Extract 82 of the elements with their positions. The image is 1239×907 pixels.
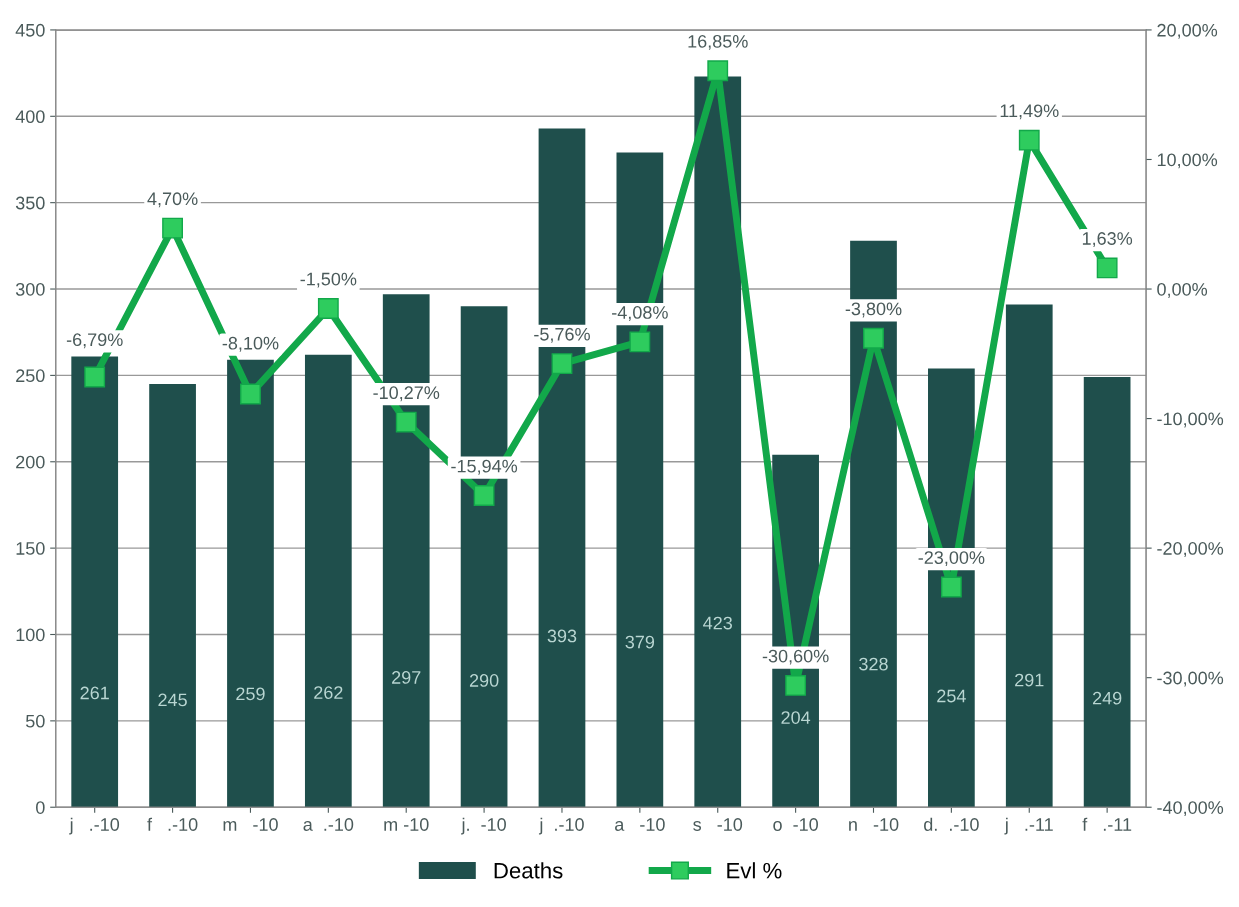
y-tick-label: 100 — [16, 628, 45, 642]
data-label: -30,60% — [762, 649, 829, 665]
data-label: 261 — [80, 686, 109, 700]
x-tick-label: a .-10 — [303, 818, 354, 831]
y2-tick-label: -10,00% — [1157, 412, 1224, 428]
point — [629, 331, 651, 353]
data-label: 259 — [236, 687, 265, 701]
data-label: -10,27% — [373, 386, 440, 402]
y2-tick-label: -30,00% — [1157, 671, 1224, 687]
point — [551, 353, 573, 375]
y2-tick-label: -20,00% — [1157, 542, 1224, 557]
point — [863, 327, 884, 349]
x-tick-label: j .-11 — [1004, 817, 1053, 835]
point — [1018, 129, 1040, 151]
bar — [304, 354, 352, 808]
bar — [227, 359, 274, 808]
point — [707, 60, 729, 82]
y-tick-label: 150 — [16, 542, 45, 555]
x-tick-label: f .-10 — [147, 817, 198, 831]
y-tick-label: 450 — [15, 23, 45, 37]
data-label: 423 — [703, 616, 733, 630]
y-tick-label: 400 — [15, 110, 45, 124]
data-label: 290 — [469, 674, 499, 687]
x-tick-label: m -10 — [384, 818, 429, 831]
x-tick-label: d. .-10 — [924, 817, 979, 831]
bar — [1005, 304, 1053, 808]
data-label: 291 — [1015, 673, 1044, 687]
x-tick-label: j. -10 — [461, 817, 506, 835]
x-tick-label: m -10 — [223, 818, 278, 831]
data-label: 328 — [859, 657, 888, 671]
data-label: 297 — [392, 671, 421, 684]
legend-label: Deaths — [494, 862, 563, 879]
bar — [71, 356, 119, 808]
point — [1096, 257, 1118, 279]
data-label: 262 — [314, 686, 343, 699]
point — [240, 383, 261, 405]
point — [473, 485, 495, 506]
y-tick-label: 250 — [16, 369, 45, 383]
x-tick-label: f .-11 — [1082, 817, 1132, 831]
y-tick-label: 350 — [15, 196, 45, 210]
data-label: -6,79% — [66, 333, 123, 349]
y2-tick-label: 0,00% — [1157, 282, 1208, 298]
y-tick-label: 300 — [15, 282, 45, 296]
x-tick-label: j .-10 — [69, 817, 120, 835]
data-label: 1,63% — [1082, 232, 1133, 248]
y2-tick-label: -40,00% — [1157, 801, 1224, 817]
data-label: -4,08% — [612, 306, 668, 322]
data-label: 245 — [158, 693, 187, 707]
bar — [694, 76, 742, 808]
point — [395, 411, 417, 433]
y-tick-label: 200 — [16, 455, 45, 469]
data-label: -3,80% — [845, 302, 902, 318]
bar — [1083, 377, 1131, 808]
data-label: -15,94% — [451, 459, 518, 475]
point — [785, 675, 807, 696]
point — [940, 576, 962, 598]
data-label: 204 — [781, 711, 811, 724]
y-tick-label: 0 — [36, 801, 45, 814]
data-label: -8,10% — [222, 336, 279, 352]
bar — [149, 384, 196, 808]
x-tick-label: o -10 — [773, 818, 818, 831]
point — [317, 298, 339, 319]
data-label: 379 — [625, 635, 655, 649]
x-tick-label: j .-10 — [538, 817, 584, 835]
point — [162, 217, 183, 239]
data-label: 16,85% — [688, 34, 748, 50]
y-tick-label: 50 — [25, 714, 45, 728]
legend-label: Evl % — [727, 862, 782, 879]
data-label: -23,00% — [918, 551, 985, 567]
x-tick-label: a -10 — [615, 818, 665, 831]
data-label: 11,49% — [1000, 104, 1059, 120]
data-label: 4,70% — [147, 192, 198, 208]
data-label: 254 — [937, 689, 966, 703]
data-label: 393 — [547, 629, 577, 643]
data-label: 249 — [1092, 691, 1122, 705]
point — [84, 366, 106, 388]
x-tick-label: s -10 — [693, 818, 743, 831]
y2-tick-label: 10,00% — [1157, 153, 1218, 169]
data-label: -1,50% — [300, 272, 357, 288]
y2-tick-label: 20,00% — [1157, 23, 1218, 39]
data-label: -5,76% — [534, 327, 590, 343]
x-tick-label: n -10 — [849, 818, 899, 831]
